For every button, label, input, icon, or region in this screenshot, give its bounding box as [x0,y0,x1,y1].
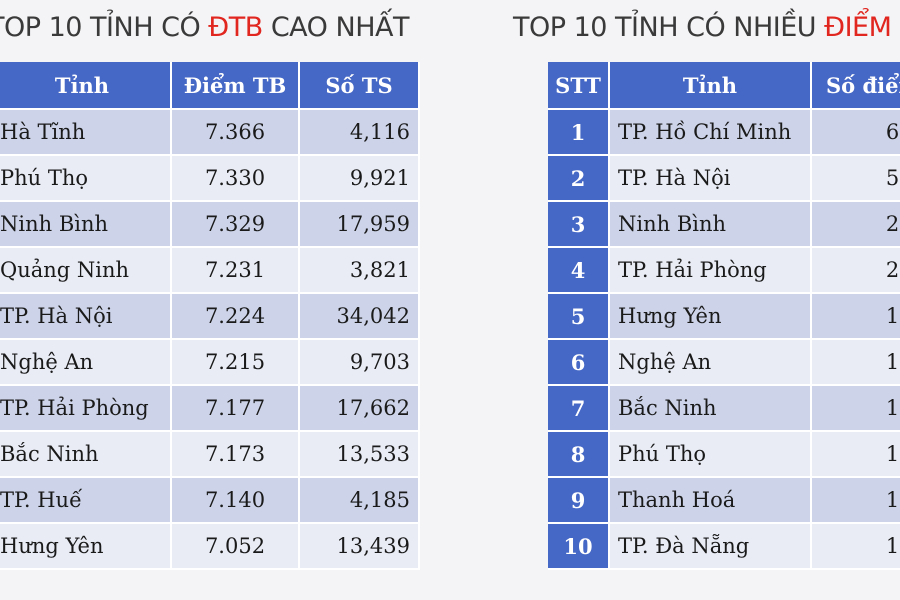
average-score: 7.177 [172,386,300,432]
province-name: TP. Hồ Chí Minh [610,110,812,156]
perfect-score-count: 178 [812,478,900,524]
left-title-highlight: ĐTB [208,12,263,43]
rank-number: 5 [548,294,610,340]
table-row: Hưng Yên 7.052 13,439 [0,524,420,570]
table-row: 1TP. Hồ Chí Minh634 [548,110,900,156]
perfect-score-count: 185 [812,386,900,432]
rank-number: 4 [548,248,610,294]
province-name: Nghệ An [0,340,172,386]
province-name: TP. Đà Nẵng [610,524,812,570]
table-row: Ninh Bình 7.329 17,959 [0,202,420,248]
header-province: Tỉnh [0,62,172,110]
right-table-title: TOP 10 TỈNH CÓ NHIỀU ĐIỂM 10 [513,8,900,48]
table-row: Nghệ An 7.215 9,703 [0,340,420,386]
table-row: Quảng Ninh 7.231 3,821 [0,248,420,294]
header-perfect-count: Số điểm [812,62,900,110]
average-score: 7.231 [172,248,300,294]
province-name: Hưng Yên [0,524,172,570]
table-row: Phú Thọ 7.330 9,921 [0,156,420,202]
province-name: Hưng Yên [610,294,812,340]
perfect-score-count: 232 [812,248,900,294]
province-name: Bắc Ninh [0,432,172,478]
rank-number: 3 [548,202,610,248]
average-score: 7.329 [172,202,300,248]
table-row: Hà Tĩnh 7.366 4,116 [0,110,420,156]
table-header-row: Tỉnh Điểm TB Số TS [0,62,420,110]
header-province: Tỉnh [610,62,812,110]
candidate-count: 3,821 [300,248,420,294]
table-row: TP. Hải Phòng 7.177 17,662 [0,386,420,432]
candidate-count: 17,959 [300,202,420,248]
candidate-count: 13,533 [300,432,420,478]
average-score: 7.215 [172,340,300,386]
perfect-score-count: 293 [812,202,900,248]
province-name: Bắc Ninh [610,386,812,432]
province-name: TP. Hải Phòng [0,386,172,432]
province-name: TP. Huế [0,478,172,524]
table-row: TP. Hà Nội 7.224 34,042 [0,294,420,340]
average-score: 7.366 [172,110,300,156]
province-name: Phú Thọ [0,156,172,202]
province-name: TP. Hà Nội [0,294,172,340]
province-name: Nghệ An [610,340,812,386]
average-score: 7.052 [172,524,300,570]
table-row: TP. Huế 7.140 4,185 [0,478,420,524]
table-row: Bắc Ninh 7.173 13,533 [0,432,420,478]
average-score: 7.173 [172,432,300,478]
left-table-title: TOP 10 TỈNH CÓ ĐTB CAO NHẤT [0,8,409,48]
header-rank: STT [548,62,610,110]
rank-number: 6 [548,340,610,386]
perfect-score-count: 154 [812,524,900,570]
perfect-score-count: 192 [812,294,900,340]
table-row: 4TP. Hải Phòng232 [548,248,900,294]
province-name: Hà Tĩnh [0,110,172,156]
province-name: Phú Thọ [610,432,812,478]
right-title-highlight: ĐIỂM 10 [824,12,900,43]
province-name: Quảng Ninh [0,248,172,294]
top-average-score-table: Tỉnh Điểm TB Số TS Hà Tĩnh 7.366 4,116 Phú … [0,62,420,570]
candidate-count: 4,185 [300,478,420,524]
average-score: 7.140 [172,478,300,524]
right-title-text: TOP 10 TỈNH CÓ NHIỀU [513,12,825,43]
rank-number: 7 [548,386,610,432]
candidate-count: 4,116 [300,110,420,156]
candidate-count: 17,662 [300,386,420,432]
candidate-count: 13,439 [300,524,420,570]
perfect-score-count: 180 [812,432,900,478]
perfect-score-count: 556 [812,156,900,202]
top-perfect-score-table: STT Tỉnh Số điểm 1TP. Hồ Chí Minh6342TP.… [548,62,900,570]
candidate-count: 9,703 [300,340,420,386]
average-score: 7.224 [172,294,300,340]
province-name: TP. Hải Phòng [610,248,812,294]
rank-number: 9 [548,478,610,524]
header-candidate-count: Số TS [300,62,420,110]
rank-number: 8 [548,432,610,478]
province-name: TP. Hà Nội [610,156,812,202]
left-title-text: TOP 10 TỈNH CÓ [0,12,209,43]
province-name: Ninh Bình [0,202,172,248]
table-row: 2TP. Hà Nội556 [548,156,900,202]
province-name: Ninh Bình [610,202,812,248]
rank-number: 1 [548,110,610,156]
candidate-count: 9,921 [300,156,420,202]
province-name: Thanh Hoá [610,478,812,524]
perfect-score-count: 192 [812,340,900,386]
header-average-score: Điểm TB [172,62,300,110]
rank-number: 10 [548,524,610,570]
perfect-score-count: 634 [812,110,900,156]
rank-number: 2 [548,156,610,202]
candidate-count: 34,042 [300,294,420,340]
average-score: 7.330 [172,156,300,202]
table-header-row: STT Tỉnh Số điểm [548,62,900,110]
left-title-suffix: CAO NHẤT [262,12,410,43]
